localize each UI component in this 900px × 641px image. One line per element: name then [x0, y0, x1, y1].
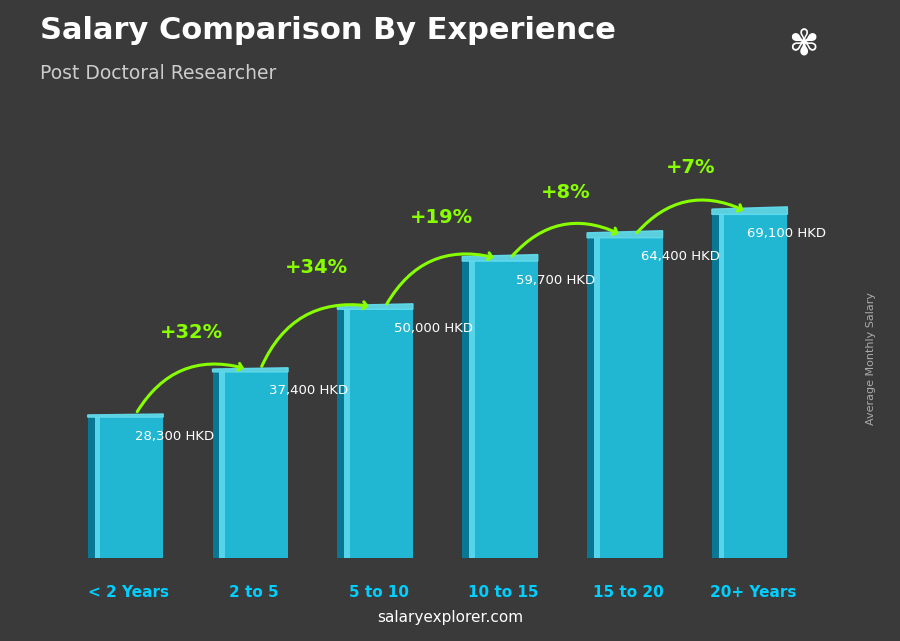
Text: Average Monthly Salary: Average Monthly Salary [866, 292, 877, 426]
Text: 5 to 10: 5 to 10 [348, 585, 409, 600]
Polygon shape [212, 368, 288, 372]
Text: < 2 Years: < 2 Years [88, 585, 169, 600]
Text: Post Doctoral Researcher: Post Doctoral Researcher [40, 64, 277, 83]
Bar [94, 417, 100, 558]
Text: 64,400 HKD: 64,400 HKD [641, 250, 720, 263]
Text: ✾: ✾ [788, 28, 818, 62]
Bar [719, 214, 788, 558]
Text: +7%: +7% [666, 158, 716, 177]
Text: 50,000 HKD: 50,000 HKD [393, 322, 472, 335]
Bar [594, 238, 599, 558]
Polygon shape [587, 231, 662, 238]
Text: 69,100 HKD: 69,100 HKD [747, 227, 826, 240]
Polygon shape [87, 414, 163, 417]
Text: 59,700 HKD: 59,700 HKD [516, 274, 595, 287]
Bar [712, 214, 719, 558]
Bar [220, 372, 288, 558]
Text: 28,300 HKD: 28,300 HKD [135, 429, 214, 442]
Polygon shape [463, 254, 538, 261]
Bar [344, 309, 413, 558]
Text: +32%: +32% [160, 323, 223, 342]
Bar [463, 261, 469, 558]
Bar [587, 238, 594, 558]
Text: 10 to 15: 10 to 15 [468, 585, 539, 600]
Bar [220, 372, 225, 558]
Bar [94, 417, 163, 558]
Bar [469, 261, 538, 558]
Text: 37,400 HKD: 37,400 HKD [269, 385, 347, 397]
Text: +34%: +34% [284, 258, 347, 278]
Bar [344, 309, 350, 558]
Bar [338, 309, 344, 558]
Text: 2 to 5: 2 to 5 [229, 585, 279, 600]
Text: +8%: +8% [541, 183, 590, 202]
Text: +19%: +19% [410, 208, 472, 228]
Bar [87, 417, 94, 558]
Bar [469, 261, 474, 558]
Text: Salary Comparison By Experience: Salary Comparison By Experience [40, 16, 616, 45]
Bar [594, 238, 662, 558]
Bar [719, 214, 724, 558]
Bar [212, 372, 220, 558]
Text: 20+ Years: 20+ Years [710, 585, 796, 600]
Text: 15 to 20: 15 to 20 [593, 585, 663, 600]
Text: salaryexplorer.com: salaryexplorer.com [377, 610, 523, 625]
Polygon shape [338, 304, 413, 309]
Polygon shape [712, 207, 788, 214]
